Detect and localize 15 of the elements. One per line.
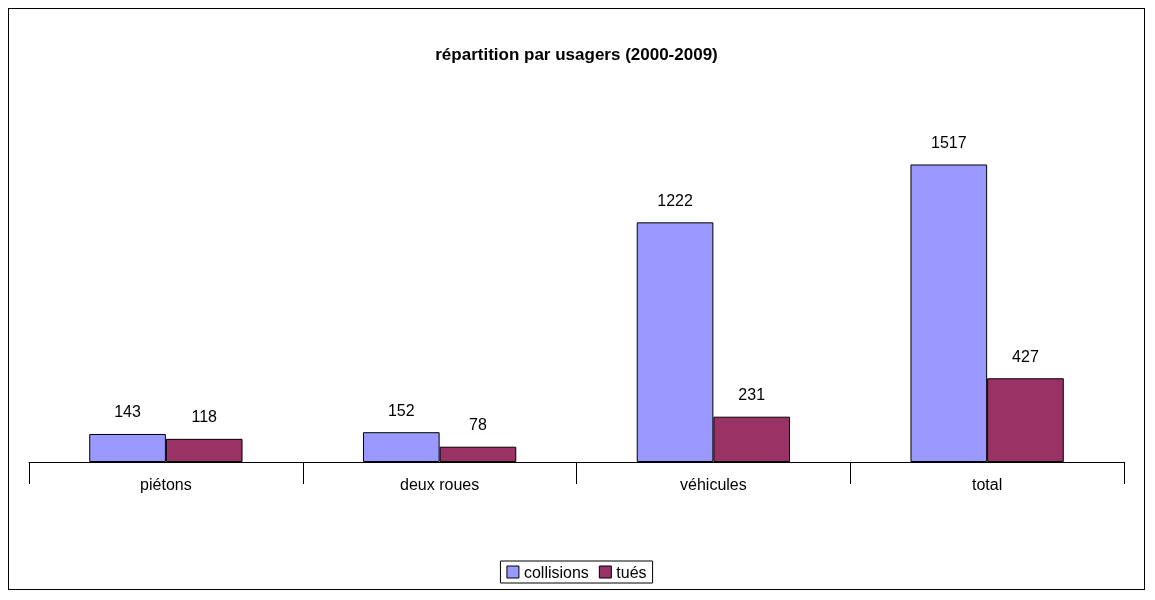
x-tick-label: total xyxy=(972,475,1003,493)
data-label: 1517 xyxy=(931,134,967,151)
data-label: 427 xyxy=(1012,347,1039,365)
x-tick-label: deux roues xyxy=(400,475,480,493)
data-label: 143 xyxy=(114,403,141,421)
chart-title: répartition par usagers (2000-2009) xyxy=(435,45,718,64)
x-tick-label: piétons xyxy=(140,475,192,493)
x-tick-label: véhicules xyxy=(680,475,747,493)
data-label: 152 xyxy=(387,401,415,419)
data-label: 118 xyxy=(191,408,218,426)
data-label: 231 xyxy=(738,386,766,404)
legend-label: collisions xyxy=(523,563,589,581)
data-label: 1222 xyxy=(657,191,693,209)
data-label: 78 xyxy=(469,416,487,434)
legend-label: tués xyxy=(616,563,647,581)
